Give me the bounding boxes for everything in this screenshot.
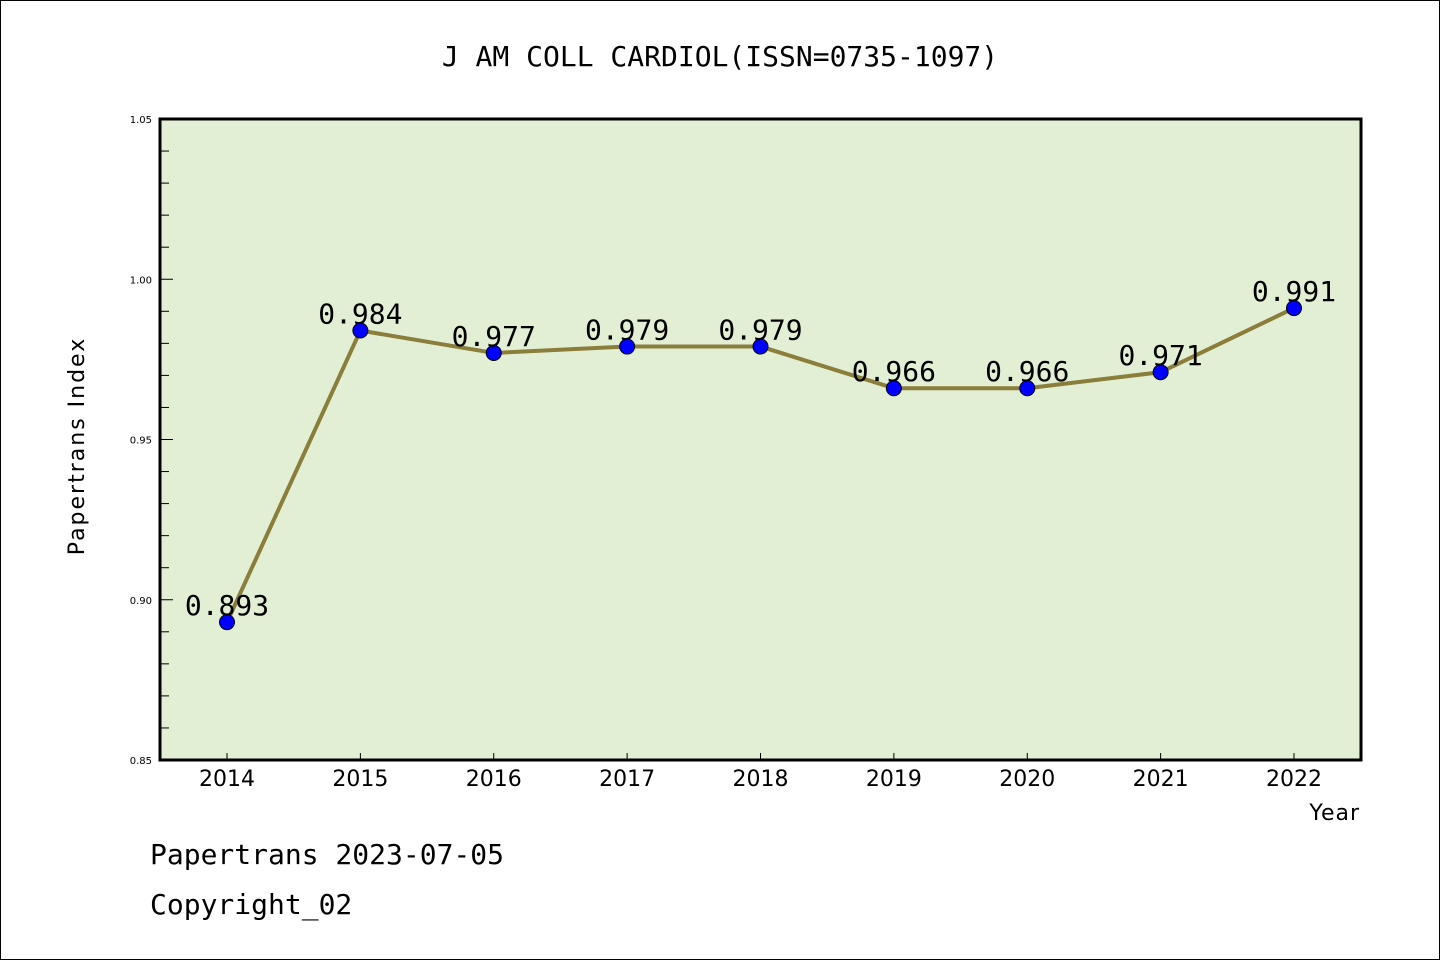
- data-point: [1286, 300, 1302, 317]
- data-markers: [219, 300, 1302, 631]
- data-label: 0.966: [985, 355, 1069, 388]
- data-point: [485, 344, 502, 361]
- data-label: 0.979: [718, 314, 802, 347]
- data-label: 0.991: [1252, 275, 1336, 308]
- x-axis-ticks: 2014 2015 2016 2017 2018 2019 2020 2021 2022: [199, 753, 1322, 792]
- chart-title: J AM COLL CARDIOL(ISSN=0735-1097): [442, 40, 998, 73]
- data-label: 0.977: [452, 320, 536, 353]
- data-point: [752, 338, 769, 355]
- x-tick-label: 2017: [599, 767, 655, 792]
- data-point: [1152, 364, 1169, 381]
- plot-border: [158, 117, 1363, 762]
- data-point: [352, 322, 369, 339]
- y-tick-label: 0.85: [130, 756, 152, 767]
- x-tick-label: 2022: [1266, 767, 1322, 792]
- y-tick-label: 1.05: [130, 115, 152, 126]
- data-label: 0.893: [185, 589, 269, 622]
- data-label: 0.979: [585, 314, 669, 347]
- x-tick-label: 2014: [199, 767, 255, 792]
- data-label: 0.966: [852, 355, 936, 388]
- data-labels: 0.893 0.984 0.977 0.979 0.979 0.966 0.966 0.971…: [185, 275, 1336, 622]
- data-point: [1019, 380, 1036, 397]
- footer-copyright: Copyright_02: [150, 888, 352, 922]
- x-axis-label: Year: [1308, 801, 1360, 826]
- x-tick-label: 2020: [999, 767, 1055, 792]
- data-label: 0.984: [318, 298, 402, 331]
- x-tick-label: 2021: [1133, 767, 1189, 792]
- y-axis-label: Papertrans Index: [65, 337, 90, 555]
- y-tick-label: 1.00: [130, 275, 152, 286]
- data-point: [885, 380, 902, 397]
- x-tick-label: 2018: [733, 767, 789, 792]
- data-point: [219, 614, 235, 631]
- footer-date: Papertrans 2023-07-05: [150, 838, 504, 871]
- y-tick-label: 0.95: [130, 436, 152, 447]
- x-tick-label: 2015: [332, 767, 388, 792]
- data-point: [619, 338, 636, 355]
- x-tick-label: 2016: [466, 767, 522, 792]
- y-tick-label: 0.90: [130, 596, 152, 607]
- x-tick-label: 2019: [866, 767, 922, 792]
- plot-area: [160, 119, 1361, 760]
- data-label: 0.971: [1118, 339, 1202, 372]
